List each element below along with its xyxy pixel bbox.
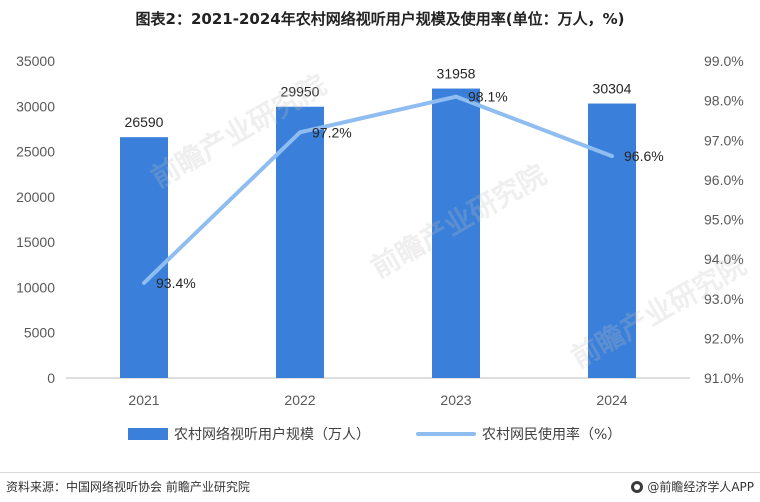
x-axis-tick-label: 2021 — [128, 392, 159, 408]
x-axis-ticks: 2021 2022 2023 2024 — [128, 392, 627, 408]
x-axis-tick-label: 2023 — [440, 392, 471, 408]
line-point — [143, 282, 145, 284]
right-axis-ticks: 91.0% 92.0% 93.0% 94.0% 95.0% 96.0% 97.0% 98.0%… — [704, 53, 744, 386]
left-axis-tick-label: 15000 — [16, 234, 55, 250]
footer: 资料来源：中国网络视听协会 前瞻产业研究院 @前瞻经济学人APP — [6, 476, 754, 498]
bar-value-label: 26590 — [125, 114, 164, 130]
right-axis-tick-label: 96.0% — [704, 172, 744, 188]
right-axis-tick-label: 97.0% — [704, 132, 744, 148]
left-axis-tick-label: 30000 — [16, 98, 55, 114]
line-point — [299, 131, 301, 133]
bars-group — [120, 88, 636, 379]
left-axis-ticks: 0 5000 10000 15000 20000 25000 30000 35000 — [16, 53, 55, 386]
legend-line-label: 农村网民使用率（%） — [482, 427, 622, 443]
legend-item-line[interactable]: 农村网民使用率（%） — [416, 424, 621, 444]
brand-logo-icon — [631, 480, 644, 493]
right-axis-tick-label: 92.0% — [704, 330, 744, 346]
left-axis-tick-label: 0 — [47, 370, 55, 386]
bar-value-labels: 26590 29950 31958 30304 — [125, 66, 632, 131]
x-axis-tick-label: 2024 — [596, 392, 627, 408]
legend-bar-swatch — [128, 428, 168, 440]
bar — [276, 106, 324, 378]
line-value-label: 96.6% — [624, 148, 664, 164]
chart-title: 图表2：2021-2024年农村网络视听用户规模及使用率(单位：万人，%) — [135, 10, 625, 28]
legend-line-swatch — [416, 432, 476, 436]
source-text: 资料来源：中国网络视听协会 前瞻产业研究院 — [6, 480, 250, 494]
bar-value-label: 29950 — [281, 84, 320, 100]
left-axis-tick-label: 25000 — [16, 144, 55, 160]
bar-value-label: 31958 — [437, 66, 476, 82]
legend-bar-label: 农村网络视听用户规模（万人） — [174, 427, 370, 443]
legend-item-bar[interactable]: 农村网络视听用户规模（万人） — [128, 424, 370, 444]
brand: @前瞻经济学人APP — [631, 478, 754, 495]
bar — [120, 137, 168, 378]
line-point — [455, 96, 457, 98]
left-axis-tick-label: 20000 — [16, 189, 55, 205]
line-value-label: 93.4% — [156, 275, 196, 291]
x-axis-tick-label: 2022 — [284, 392, 315, 408]
line-value-label: 97.2% — [312, 124, 352, 140]
right-axis-tick-label: 93.0% — [704, 291, 744, 307]
line-value-labels: 93.4% 97.2% 98.1% 96.6% — [156, 89, 664, 291]
line-series-group — [142, 94, 614, 285]
right-axis-tick-label: 95.0% — [704, 212, 744, 228]
left-axis-tick-label: 10000 — [16, 279, 55, 295]
bar — [432, 88, 480, 379]
bar-value-label: 30304 — [593, 81, 632, 97]
right-axis-tick-label: 99.0% — [704, 53, 744, 69]
chart-svg: 0 5000 10000 15000 20000 25000 30000 35000 91.0… — [16, 53, 744, 408]
footer-divider — [0, 472, 760, 473]
legend: 农村网络视听用户规模（万人） 农村网民使用率（%） — [0, 424, 760, 448]
line-value-label: 98.1% — [468, 89, 508, 105]
brand-text: @前瞻经济学人APP — [647, 480, 754, 494]
bar — [588, 103, 636, 378]
right-axis-tick-label: 98.0% — [704, 93, 744, 109]
left-axis-tick-label: 35000 — [16, 53, 55, 69]
line-point — [611, 155, 613, 157]
left-axis-tick-label: 5000 — [24, 325, 55, 341]
right-axis-tick-label: 91.0% — [704, 370, 744, 386]
line-series — [142, 94, 614, 285]
right-axis-tick-label: 94.0% — [704, 251, 744, 267]
